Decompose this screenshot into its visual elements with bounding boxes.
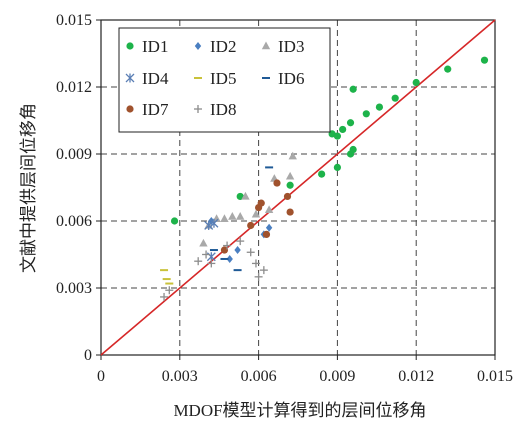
data-point-id7 <box>257 199 265 207</box>
x-tick-label: 0.006 <box>241 368 277 385</box>
data-point-id1 <box>391 94 399 102</box>
data-point-id8 <box>202 250 211 259</box>
data-point-id1 <box>412 78 420 87</box>
data-point-id3 <box>220 214 229 222</box>
legend-marker-id2 <box>194 42 202 50</box>
data-point-id7 <box>283 192 292 201</box>
data-point-id8 <box>194 257 203 266</box>
data-point-id8 <box>251 259 260 268</box>
data-point-id8 <box>246 248 255 257</box>
data-point-id1 <box>362 110 370 118</box>
legend-label-id8: ID8 <box>210 100 236 119</box>
reference-line <box>100 19 496 356</box>
data-point-id3 <box>199 238 208 247</box>
legend-label-id7: ID7 <box>142 100 169 119</box>
data-point-id7 <box>273 179 281 187</box>
data-point-id1 <box>480 56 489 64</box>
legend-label-id3: ID3 <box>278 37 304 56</box>
data-point-id2 <box>265 223 273 232</box>
x-tick-label: 0.009 <box>319 368 355 385</box>
data-point-id1 <box>236 192 244 201</box>
legend-label-id1: ID1 <box>142 37 168 56</box>
data-point-id1 <box>333 132 341 140</box>
legend-box <box>118 27 331 133</box>
y-tick-label: 0.003 <box>56 280 92 297</box>
data-point-id1 <box>444 65 452 73</box>
y-axis-title: 文献中提供层间位移角 <box>19 103 38 273</box>
data-point-id1 <box>339 125 347 134</box>
legend-marker-id3 <box>261 41 271 50</box>
data-point-id1 <box>170 217 179 225</box>
y-tick-label: 0.012 <box>56 79 92 96</box>
x-tick-label: 0 <box>97 368 105 385</box>
data-point-id8 <box>207 259 216 268</box>
y-tick-label: 0.015 <box>56 12 92 29</box>
data-point-id1 <box>349 85 357 93</box>
data-point-id8 <box>165 286 174 295</box>
data-point-id1 <box>346 119 355 127</box>
data-point-id3 <box>228 212 237 220</box>
data-point-id7 <box>262 230 271 238</box>
y-tick-label: 0 <box>84 347 92 364</box>
plot-frame <box>100 19 496 356</box>
data-point-id8 <box>223 241 232 250</box>
data-point-id1 <box>286 181 294 189</box>
legend-label-id6: ID6 <box>278 69 304 88</box>
data-point-id7 <box>247 221 255 230</box>
legend-marker-id7 <box>126 105 134 113</box>
data-point-id2 <box>234 246 241 255</box>
x-axis-title: MDOF模型计算得到的层间位移角 <box>173 401 426 420</box>
data-point-id1 <box>333 163 341 171</box>
data-point-id8 <box>259 266 268 275</box>
legend-marker-id8 <box>194 105 202 113</box>
data-point-id1 <box>375 103 384 111</box>
legend-label-id2: ID2 <box>210 37 236 56</box>
data-point-id8 <box>236 237 245 246</box>
data-point-id3 <box>251 209 261 218</box>
data-point-id4 <box>209 218 219 228</box>
legend-marker-id1 <box>126 42 134 50</box>
y-tick-label: 0.009 <box>56 146 92 163</box>
legend-label-id5: ID5 <box>210 69 236 88</box>
data-point-id3 <box>241 191 250 200</box>
data-point-id7 <box>220 246 229 254</box>
data-point-id3 <box>236 212 245 220</box>
data-point-id7 <box>286 208 294 216</box>
legend-marker-id4 <box>125 73 135 83</box>
data-point-id1 <box>349 145 357 154</box>
x-tick-label: 0.015 <box>477 368 513 385</box>
data-point-id8 <box>254 272 263 281</box>
data-point-id8 <box>160 292 169 301</box>
data-point-id3 <box>264 205 274 214</box>
data-point-id3 <box>285 171 295 180</box>
data-point-id1 <box>318 170 326 178</box>
x-tick-label: 0.003 <box>162 368 198 385</box>
x-tick-label: 0.012 <box>398 368 434 385</box>
y-tick-label: 0.006 <box>56 213 92 230</box>
data-point-id4 <box>204 220 214 230</box>
data-point-id3 <box>288 151 297 160</box>
legend-label-id4: ID4 <box>142 69 169 88</box>
data-point-id2 <box>226 254 233 263</box>
